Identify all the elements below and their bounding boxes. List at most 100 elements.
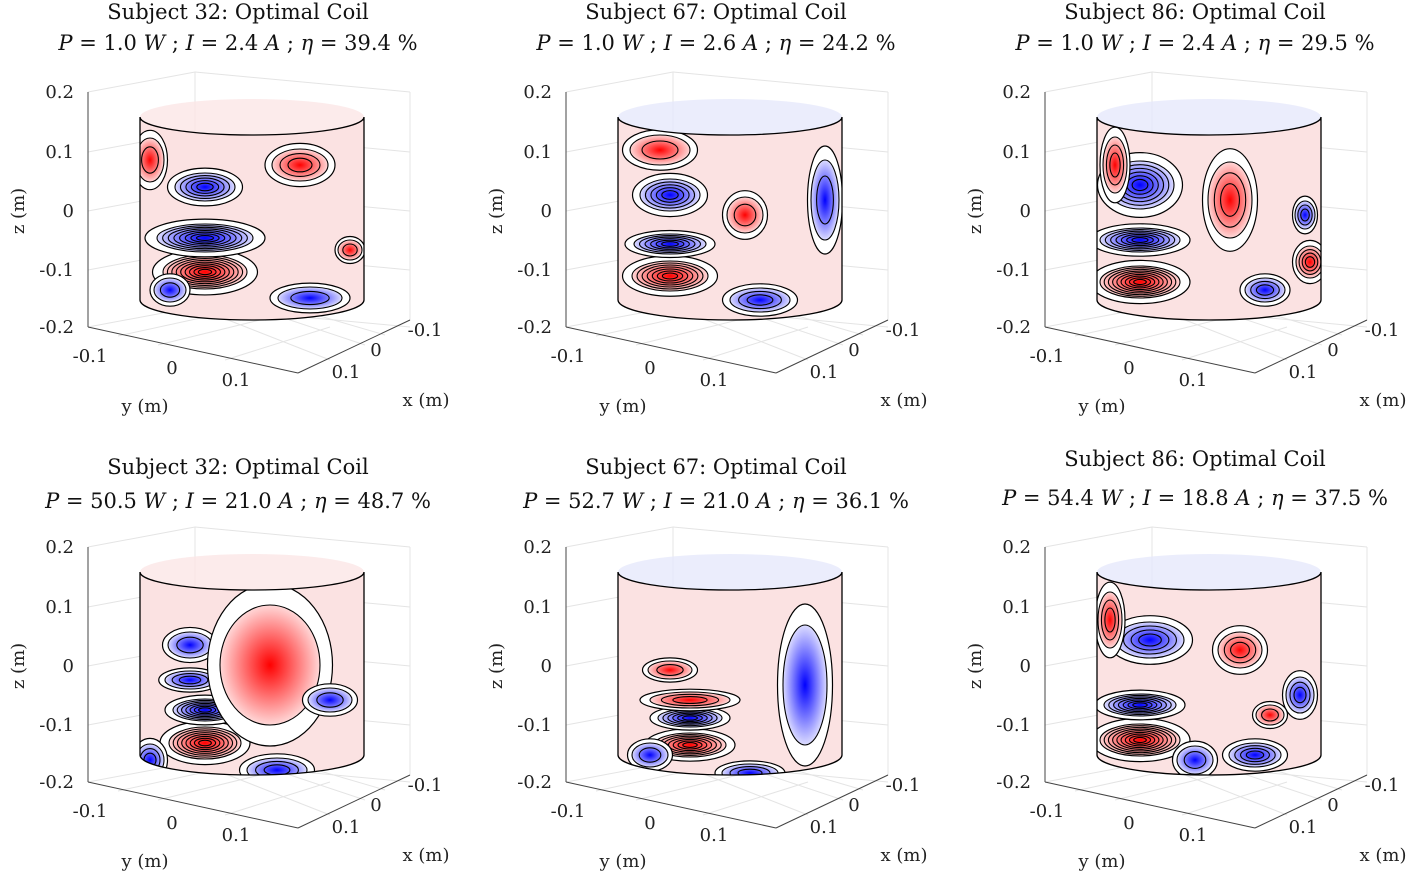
axis-lines: [565, 92, 889, 374]
z-tick-label: -0.1: [39, 715, 74, 736]
efficiency-unit: %: [410, 489, 431, 513]
current-value: 18.8: [1181, 486, 1229, 510]
plot-subtitle: P = 1.0 W ; I = 2.4 A ; η = 29.5 %: [1015, 31, 1375, 55]
current-unit: A: [278, 489, 294, 513]
negative-lobe: [1221, 738, 1289, 772]
y-tick-label: 0: [166, 358, 177, 379]
plot-axes: 0.2 0.1 0 -0.1 -0.2 -0.1 0 0.1 -0.1 0 0.1 y (m) x (m…: [965, 526, 1407, 872]
negative-lobe: [1097, 223, 1191, 257]
positive-lobe: [206, 583, 334, 747]
cylinder-outline: [139, 116, 365, 321]
x-tick-label: 0: [370, 340, 381, 361]
negative-lobe: [626, 738, 674, 772]
y-tick-label: -0.1: [1030, 801, 1065, 822]
current-unit: A: [264, 31, 281, 55]
y-tick-label: 0.1: [700, 370, 729, 391]
plot-title: Subject 32: Optimal Coil: [107, 0, 369, 24]
z-tick-label: -0.2: [996, 772, 1031, 793]
current-value: 21.0: [224, 489, 272, 513]
negative-lobe: [144, 218, 266, 258]
x-tick-label: -0.1: [408, 775, 443, 796]
z-tick-label: 0.2: [523, 82, 552, 103]
power-value: 54.4: [1047, 486, 1094, 510]
current-unit: A: [1235, 486, 1251, 510]
x-tick-label: 0.1: [332, 362, 361, 383]
z-tick-label: 0: [63, 656, 74, 677]
efficiency-unit: %: [888, 489, 909, 513]
power-value: 52.7: [568, 489, 615, 513]
negative-lobe: [238, 753, 316, 775]
y-tick-label: 0.1: [222, 370, 251, 391]
cylinder-outline: [1096, 571, 1322, 776]
positive-lobe: [641, 657, 699, 683]
x-tick-label: 0: [370, 795, 381, 816]
efficiency-value: 24.2: [822, 31, 869, 55]
power-unit: W: [1100, 31, 1123, 55]
z-axis-label: z (m): [486, 643, 507, 689]
y-axis-label: y (m): [1077, 851, 1125, 872]
z-tick-label: 0: [1020, 201, 1031, 222]
coil-surface: [618, 117, 842, 320]
coil-plot-panel: Subject 67: Optimal Coil P = 52.7 W ; I …: [478, 455, 954, 895]
y-tick-label: 0: [1123, 813, 1134, 834]
efficiency-value: 39.4: [344, 31, 391, 55]
positive-lobe: [621, 129, 699, 171]
z-axis-label: z (m): [8, 643, 29, 689]
negative-lobe: [624, 229, 716, 259]
y-tick-label: 0.1: [1179, 825, 1208, 846]
z-tick-label: 0.1: [523, 142, 552, 163]
current-unit: A: [756, 489, 772, 513]
positive-lobe: [1099, 126, 1131, 204]
power-value: 50.5: [90, 489, 137, 513]
cylinder-outline: [139, 571, 365, 776]
plot-axes: 0.2 0.1 0 -0.1 -0.2 -0.1 0 0.1 -0.1 0 0.1 y (m) x (m…: [8, 526, 450, 872]
efficiency-value: 36.1: [835, 489, 883, 513]
x-tick-label: 0.1: [1289, 817, 1318, 838]
y-tick-label: 0: [644, 358, 655, 379]
current-value: 21.0: [702, 489, 750, 513]
current-value: 2.4: [224, 31, 259, 55]
power-unit: W: [621, 489, 644, 513]
negative-lobe: [149, 273, 191, 307]
axis-lines: [1044, 547, 1368, 829]
z-tick-label: 0.1: [523, 597, 552, 618]
z-tick-label: -0.2: [517, 772, 552, 793]
coil-surface: [140, 117, 364, 320]
z-tick-label: 0.2: [1002, 82, 1031, 103]
plot-title: Subject 67: Optimal Coil: [585, 0, 847, 24]
coil-surface: [1097, 572, 1321, 775]
y-tick-label: -0.1: [551, 801, 586, 822]
plot-title: Subject 67: Optimal Coil: [585, 455, 847, 479]
plot-subtitle: P = 1.0 W ; I = 2.4 A ; η = 39.4 %: [58, 31, 418, 55]
negative-lobe: [1291, 195, 1319, 235]
plot-subtitle: P = 52.7 W ; I = 21.0 A ; η = 36.1 %: [523, 489, 909, 513]
z-tick-label: -0.1: [996, 260, 1031, 281]
z-tick-label: 0.2: [523, 537, 552, 558]
plot-subtitle: P = 1.0 W ; I = 2.6 A ; η = 24.2 %: [536, 31, 896, 55]
cylinder-top: [618, 99, 842, 135]
z-axis-label: z (m): [8, 188, 29, 234]
x-tick-label: -0.1: [1365, 775, 1400, 796]
negative-lobe: [301, 683, 359, 717]
z-tick-label: 0: [63, 201, 74, 222]
negative-lobe: [140, 737, 169, 775]
current-value: 2.4: [1181, 31, 1216, 55]
current-value: 2.6: [702, 31, 737, 55]
plot-axes: 0.2 0.1 0 -0.1 -0.2 -0.1 0 0.1 -0.1 0 0.1 y (m) x (m…: [486, 526, 928, 872]
x-axis-label: x (m): [1360, 845, 1407, 866]
x-axis-label: x (m): [403, 390, 450, 411]
y-axis-label: y (m): [120, 851, 168, 872]
efficiency-value: 48.7: [357, 489, 405, 513]
coil-plot-panel: Subject 32: Optimal Coil P = 1.0 W ; I =…: [0, 0, 476, 440]
negative-lobe: [776, 603, 834, 767]
z-tick-label: -0.2: [996, 317, 1031, 338]
negative-lobe: [1281, 670, 1319, 720]
z-tick-label: -0.2: [517, 317, 552, 338]
coil-plot-panel: Subject 32: Optimal Coil P = 50.5 W ; I …: [0, 455, 476, 895]
y-tick-label: 0: [166, 813, 177, 834]
x-axis-label: x (m): [403, 845, 450, 866]
positive-lobe: [1201, 148, 1259, 252]
z-tick-label: -0.1: [39, 260, 74, 281]
axis-lines: [565, 547, 889, 829]
current-unit: A: [1221, 31, 1238, 55]
